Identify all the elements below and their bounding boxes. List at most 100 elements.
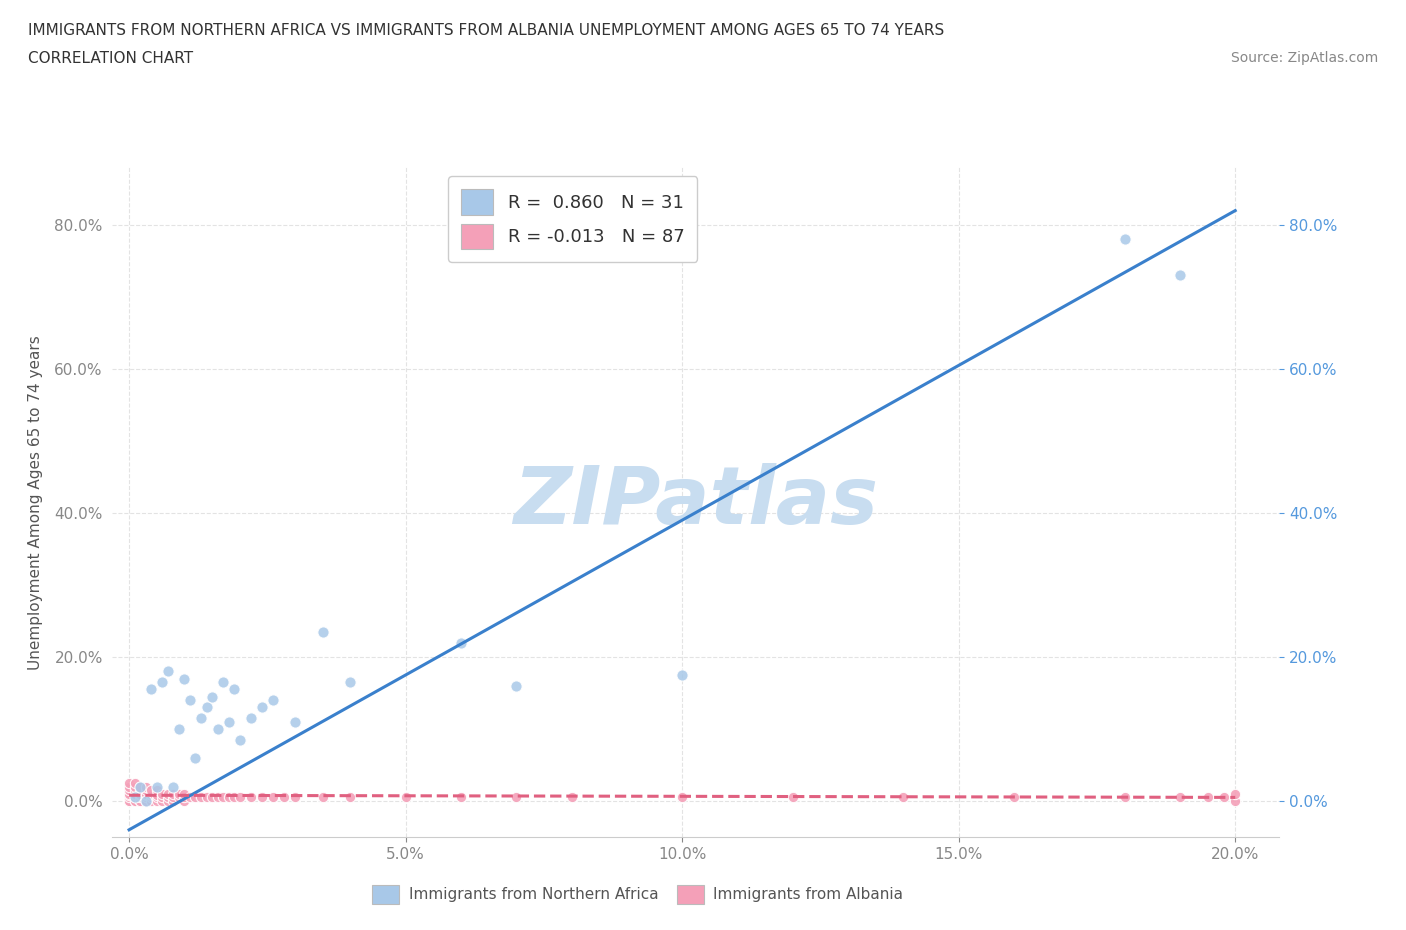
Point — [118, 788, 141, 803]
Point — [118, 793, 141, 808]
Point — [124, 790, 146, 804]
Point — [1114, 232, 1136, 246]
Point — [207, 790, 229, 804]
Point — [173, 790, 195, 804]
Text: IMMIGRANTS FROM NORTHERN AFRICA VS IMMIGRANTS FROM ALBANIA UNEMPLOYMENT AMONG AG: IMMIGRANTS FROM NORTHERN AFRICA VS IMMIG… — [28, 23, 945, 38]
Point — [118, 783, 141, 798]
Point — [1168, 268, 1191, 283]
Point — [167, 790, 190, 804]
Point — [124, 788, 146, 803]
Legend: Immigrants from Northern Africa, Immigrants from Albania: Immigrants from Northern Africa, Immigra… — [366, 879, 910, 910]
Point — [195, 790, 218, 804]
Point — [311, 790, 333, 804]
Point — [224, 682, 246, 697]
Point — [156, 787, 179, 802]
Point — [1197, 790, 1219, 804]
Point — [145, 790, 167, 804]
Point — [124, 790, 146, 804]
Point — [150, 793, 173, 808]
Point — [1168, 790, 1191, 804]
Point — [145, 793, 167, 808]
Point — [262, 790, 284, 804]
Text: CORRELATION CHART: CORRELATION CHART — [28, 51, 193, 66]
Point — [162, 787, 184, 802]
Text: ZIPatlas: ZIPatlas — [513, 463, 879, 541]
Point — [1114, 790, 1136, 804]
Point — [239, 790, 262, 804]
Point — [250, 700, 273, 715]
Text: Source: ZipAtlas.com: Source: ZipAtlas.com — [1230, 51, 1378, 65]
Point — [173, 793, 195, 808]
Point — [218, 790, 240, 804]
Point — [129, 793, 152, 808]
Point — [273, 790, 295, 804]
Point — [118, 793, 141, 808]
Point — [118, 779, 141, 794]
Point — [118, 793, 141, 808]
Point — [782, 790, 804, 804]
Point — [671, 790, 693, 804]
Point — [118, 793, 141, 808]
Point — [173, 671, 195, 686]
Point — [284, 790, 307, 804]
Point — [118, 793, 141, 808]
Point — [201, 790, 224, 804]
Point — [145, 783, 167, 798]
Point — [212, 790, 235, 804]
Point — [129, 787, 152, 802]
Point — [173, 787, 195, 802]
Point — [118, 790, 141, 804]
Point — [339, 790, 361, 804]
Point — [212, 675, 235, 690]
Point — [450, 790, 472, 804]
Point — [190, 711, 212, 725]
Point — [150, 675, 173, 690]
Point — [124, 787, 146, 802]
Point — [150, 790, 173, 804]
Point — [124, 783, 146, 798]
Point — [311, 624, 333, 639]
Point — [190, 790, 212, 804]
Point — [129, 779, 152, 794]
Point — [129, 793, 152, 808]
Point — [124, 793, 146, 808]
Point — [135, 783, 157, 798]
Point — [228, 732, 250, 747]
Point — [129, 788, 152, 803]
Point — [201, 689, 224, 704]
Point — [135, 790, 157, 804]
Point — [167, 787, 190, 802]
Point — [228, 790, 250, 804]
Point — [1213, 790, 1236, 804]
Point — [184, 751, 207, 765]
Point — [124, 779, 146, 794]
Point — [124, 776, 146, 790]
Point — [135, 788, 157, 803]
Point — [135, 787, 157, 802]
Point — [145, 788, 167, 803]
Point — [141, 790, 163, 804]
Point — [179, 790, 201, 804]
Point — [394, 790, 416, 804]
Point — [560, 790, 582, 804]
Point — [135, 793, 157, 808]
Point — [179, 693, 201, 708]
Point — [505, 678, 527, 693]
Point — [162, 793, 184, 808]
Point — [156, 793, 179, 808]
Point — [141, 793, 163, 808]
Point — [1002, 790, 1025, 804]
Point — [141, 787, 163, 802]
Point — [250, 790, 273, 804]
Point — [162, 779, 184, 794]
Point — [505, 790, 527, 804]
Point — [207, 722, 229, 737]
Point — [224, 790, 246, 804]
Point — [150, 787, 173, 802]
Point — [118, 793, 141, 808]
Point — [1225, 787, 1247, 802]
Point — [339, 675, 361, 690]
Point — [135, 793, 157, 808]
Point — [129, 783, 152, 798]
Point — [262, 693, 284, 708]
